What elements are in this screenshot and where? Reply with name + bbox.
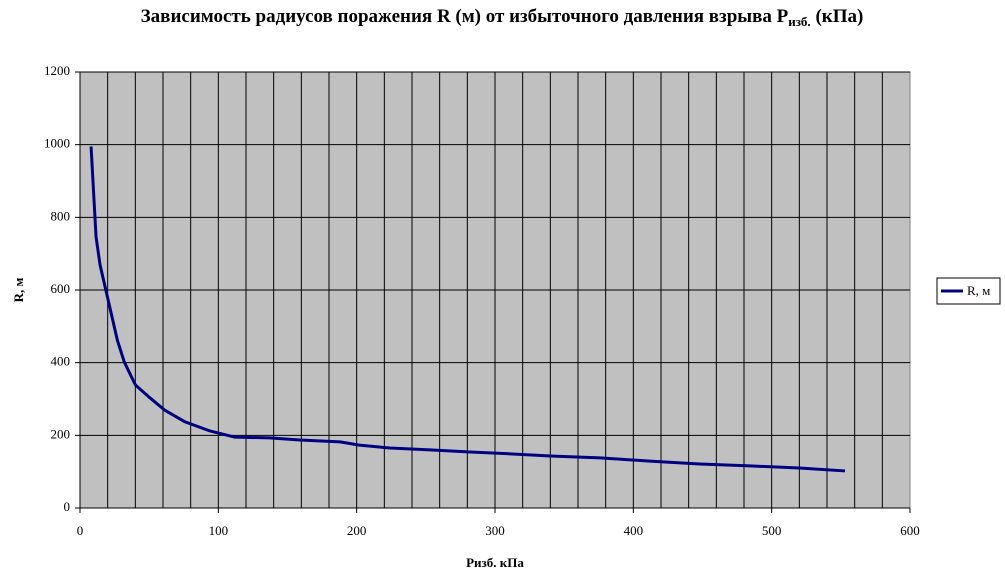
y-axis-label: R, м bbox=[11, 277, 26, 302]
x-tick-label: 100 bbox=[209, 523, 229, 538]
line-series bbox=[89, 146, 846, 473]
legend-box bbox=[936, 277, 1001, 305]
x-tick-label: 500 bbox=[762, 523, 782, 538]
y-tick-label: 1200 bbox=[44, 63, 70, 78]
y-tick-label: 0 bbox=[64, 499, 71, 514]
y-tick-label: 1000 bbox=[44, 136, 70, 151]
x-tick-label: 300 bbox=[485, 523, 505, 538]
legend-label: R, м bbox=[967, 283, 990, 298]
y-tick-label: 200 bbox=[51, 426, 71, 441]
title-main: Зависимость радиусов поражения R (м) от … bbox=[141, 6, 789, 27]
y-tick-label: 800 bbox=[51, 208, 71, 223]
x-tick-label: 0 bbox=[77, 523, 84, 538]
chart-title: Зависимость радиусов поражения R (м) от … bbox=[141, 6, 864, 29]
x-tick-label: 400 bbox=[624, 523, 644, 538]
title-end: (кПа) bbox=[811, 6, 864, 27]
x-tick-label: 200 bbox=[347, 523, 367, 538]
x-axis-label: Ризб. кПа bbox=[466, 555, 524, 570]
title-sub: изб. bbox=[788, 14, 810, 29]
x-tick-label: 600 bbox=[900, 523, 920, 538]
y-tick-label: 400 bbox=[51, 354, 71, 369]
y-tick-label: 600 bbox=[51, 281, 71, 296]
